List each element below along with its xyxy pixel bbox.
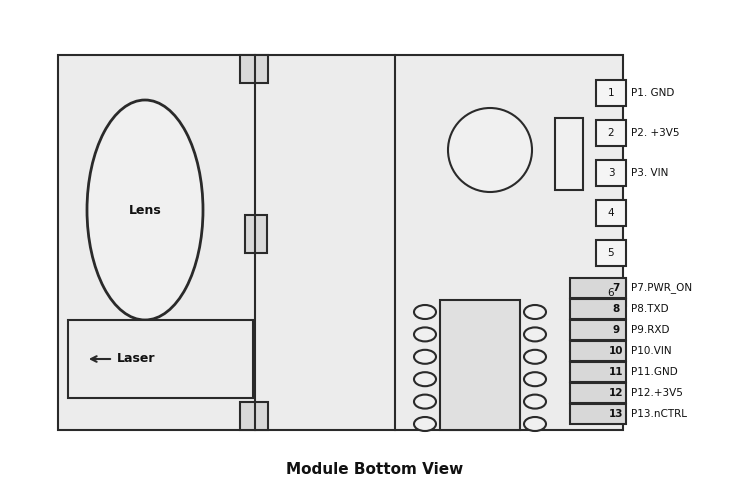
Bar [570,341,626,361]
Bar [570,404,626,424]
Bar [440,300,520,430]
Text: P7.PWR_ON: P7.PWR_ON [631,282,692,294]
Text: 8: 8 [612,304,620,314]
Ellipse shape [524,350,546,364]
Text: 5: 5 [608,248,614,258]
Text: 9: 9 [613,325,620,335]
Ellipse shape [414,350,436,364]
Bar [596,240,626,266]
Circle shape [448,108,532,192]
Bar [240,55,268,83]
Bar [245,215,267,253]
Ellipse shape [414,394,436,408]
Ellipse shape [524,372,546,386]
Ellipse shape [524,328,546,342]
Text: 6: 6 [608,288,614,298]
Text: P13.nCTRL: P13.nCTRL [631,409,687,419]
Ellipse shape [414,372,436,386]
Ellipse shape [414,328,436,342]
Bar [570,299,626,319]
Text: P2. +3V5: P2. +3V5 [631,128,680,138]
Text: P10.VIN: P10.VIN [631,346,672,356]
Text: Lens: Lens [129,204,161,216]
Ellipse shape [524,305,546,319]
Text: 13: 13 [609,409,623,419]
Text: P12.+3V5: P12.+3V5 [631,388,682,398]
Text: Module Bottom View: Module Bottom View [286,462,464,477]
Ellipse shape [524,417,546,431]
Ellipse shape [414,417,436,431]
Ellipse shape [87,100,203,320]
Bar [596,120,626,146]
Bar [240,402,268,430]
Text: P11.GND: P11.GND [631,367,678,377]
Text: P8.TXD: P8.TXD [631,304,669,314]
Text: 2: 2 [608,128,614,138]
Bar [596,160,626,186]
Text: P3. VIN: P3. VIN [631,168,668,178]
Text: 1: 1 [608,88,614,98]
Bar [596,200,626,226]
Ellipse shape [414,305,436,319]
Text: Laser: Laser [117,352,155,366]
Bar [570,278,626,298]
Text: 11: 11 [609,367,623,377]
Bar [596,280,626,306]
Text: 10: 10 [609,346,623,356]
Bar [555,118,583,190]
Bar [68,320,253,398]
Text: P9.RXD: P9.RXD [631,325,670,335]
Bar [596,80,626,106]
Bar [570,320,626,340]
Text: 12: 12 [609,388,623,398]
Text: 3: 3 [608,168,614,178]
Bar [570,362,626,382]
Text: 4: 4 [608,208,614,218]
Bar [58,55,623,430]
Text: 7: 7 [612,283,620,293]
Text: P1. GND: P1. GND [631,88,674,98]
Ellipse shape [524,394,546,408]
Bar [570,383,626,403]
